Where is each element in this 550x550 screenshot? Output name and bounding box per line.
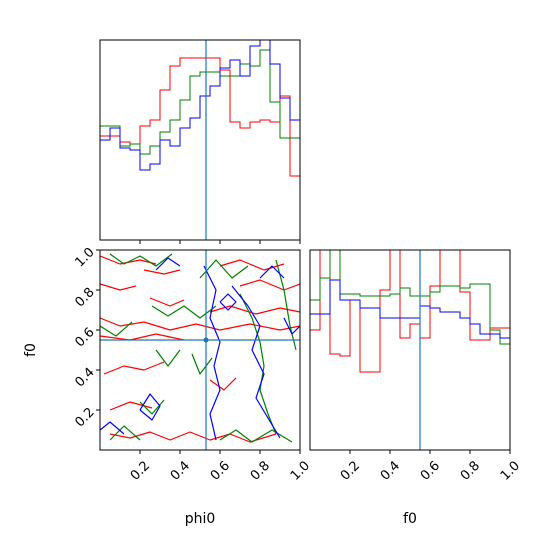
contour-series-0-line-4 xyxy=(100,317,300,331)
y-tick-label: 1.0 xyxy=(72,245,97,270)
contour-series-0-line-1 xyxy=(143,269,181,275)
x-tick-label: 0.2 xyxy=(338,458,363,483)
contour-lines xyxy=(100,250,300,450)
x-tick-label: 0.2 xyxy=(128,458,153,483)
x-tick-label: 0.8 xyxy=(458,458,483,483)
phi0-histogram-frame xyxy=(99,39,301,241)
contour-series-2-line-0 xyxy=(203,265,221,441)
contour-series-1-line-2 xyxy=(151,305,217,319)
contour-series-2-line-6 xyxy=(283,317,300,335)
x-axis-label-phi0: phi0 xyxy=(185,511,216,527)
contour-series-1-line-10 xyxy=(219,429,293,443)
histogram-series-2 xyxy=(100,40,300,171)
contour-series-0-line-5 xyxy=(100,333,185,341)
contour-series-0-line-2 xyxy=(100,283,137,291)
contour-series-0-line-10 xyxy=(109,401,153,411)
f0-marginal-histogram: 0.2 0.4 0.6 0.8 1.0 xyxy=(309,249,523,484)
contour-series-2-line-2 xyxy=(139,393,161,421)
f0-histogram-steps xyxy=(310,250,510,450)
phi0-histogram-steps xyxy=(100,40,300,240)
x-tick-label: 0.6 xyxy=(418,458,443,483)
phi0-marginal-histogram xyxy=(99,39,301,244)
phi0-histogram-ticks xyxy=(139,240,301,244)
y-tick-label: 0.4 xyxy=(72,365,97,390)
contour-series-2-line-7 xyxy=(219,293,237,311)
x-tick-label: 0.4 xyxy=(378,458,403,483)
contour-series-1-line-6 xyxy=(109,425,141,441)
contour-series-1-line-1 xyxy=(109,253,173,267)
contour-series-1-line-8 xyxy=(139,399,165,415)
contour-series-1-line-9 xyxy=(191,353,213,375)
phi0-f0-contour-panel: 0.2 0.2 0.4 0.4 0.6 0.6 0.8 0.8 1.0 1.0 xyxy=(72,245,313,484)
contour-ticks: 0.2 0.2 0.4 0.4 0.6 0.6 0.8 0.8 1.0 1.0 xyxy=(72,245,313,484)
y-tick-label: 0.2 xyxy=(72,405,97,430)
contour-series-2-line-3 xyxy=(100,421,125,435)
x-tick-label: 0.6 xyxy=(208,458,233,483)
y-tick-label: 0.8 xyxy=(72,285,97,310)
x-tick-label: 1.0 xyxy=(498,458,523,483)
contour-series-1-line-0 xyxy=(100,321,133,337)
contour-series-0-line-3 xyxy=(149,297,185,307)
contour-series-1-line-5 xyxy=(275,259,297,351)
histogram-series-1 xyxy=(310,250,510,345)
contour-series-2-line-5 xyxy=(259,265,285,279)
f0-histogram-ticks: 0.2 0.4 0.6 0.8 1.0 xyxy=(338,450,523,484)
contour-series-0-line-11 xyxy=(209,377,237,391)
contour-series-1-line-4 xyxy=(239,293,277,435)
contour-series-0-line-7 xyxy=(219,259,285,271)
x-tick-label: 1.0 xyxy=(288,458,313,483)
x-axis-label-f0: f0 xyxy=(403,511,417,527)
contour-series-0-line-8 xyxy=(239,279,300,291)
contour-series-0-line-9 xyxy=(103,361,165,375)
histogram-series-1 xyxy=(100,49,300,155)
truth-point xyxy=(203,337,209,343)
f0-histogram-frame xyxy=(309,249,511,451)
contour-series-0-line-12 xyxy=(109,431,277,443)
contour-series-2-line-1 xyxy=(231,285,281,439)
contour-series-0-line-0 xyxy=(100,255,157,265)
x-tick-label: 0.8 xyxy=(248,458,273,483)
contour-series-2-line-4 xyxy=(155,257,181,271)
x-tick-label: 0.4 xyxy=(168,458,193,483)
y-tick-label: 0.6 xyxy=(72,325,97,350)
histogram-series-0 xyxy=(310,250,510,373)
y-axis-label-f0: f0 xyxy=(23,343,39,357)
contour-frame xyxy=(99,249,301,451)
contour-series-1-line-3 xyxy=(199,259,249,279)
contour-series-1-line-7 xyxy=(155,349,181,367)
